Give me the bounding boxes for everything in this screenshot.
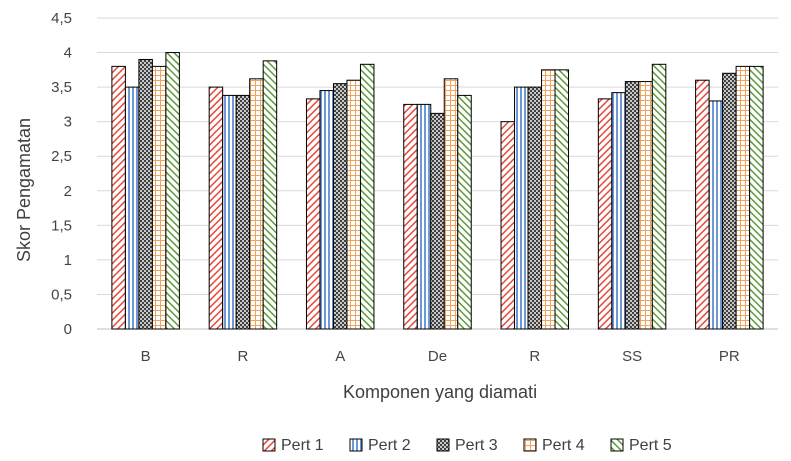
x-axis-ticks: B R A De R SS PR	[141, 348, 740, 365]
bar-pert-4-ss	[638, 81, 653, 330]
bar-pert-1-de	[403, 103, 418, 330]
bar-pert-5-de	[457, 94, 472, 330]
bar-pert-3-pr	[722, 72, 737, 330]
y-axis-title: Skor Pengamatan	[14, 118, 34, 262]
legend: Pert 1 Pert 2 Pert 3 Pert 4 Pert 5	[262, 437, 672, 454]
bar-pert-1-a	[305, 98, 321, 330]
bar-pert-5-pr	[749, 65, 764, 330]
x-tick-label: B	[141, 348, 151, 365]
legend-label: Pert 1	[281, 437, 324, 454]
bar-pert-3-b	[138, 58, 153, 330]
legend-label: Pert 2	[368, 437, 411, 454]
legend-swatch	[610, 438, 624, 452]
bar-pert-5-a	[359, 63, 375, 330]
x-tick-label: PR	[719, 348, 740, 365]
y-tick-label: 3	[64, 114, 72, 131]
bar-pert-2-b	[124, 86, 140, 330]
bar-pert-1-pr	[695, 79, 710, 330]
bar-pert-2-pr	[708, 100, 724, 330]
x-axis-title: Komponen yang diamati	[343, 382, 537, 402]
bar-pert-3-r	[527, 86, 543, 330]
y-tick-label: 1	[64, 252, 72, 269]
bar-pert-4-pr	[735, 65, 751, 330]
y-tick-label: 4,5	[51, 10, 72, 27]
legend-swatch	[436, 438, 450, 452]
bar-pert-2-r	[514, 86, 529, 330]
bar-pert-4-de	[443, 78, 459, 330]
bar-pert-4-b	[151, 65, 167, 330]
legend-swatch	[523, 438, 537, 452]
x-tick-label: R	[238, 348, 249, 365]
legend-swatch	[262, 438, 276, 452]
bar-pert-5-r	[262, 60, 278, 330]
legend-swatch	[349, 438, 363, 452]
bar-pert-5-ss	[651, 63, 667, 330]
y-tick-label: 4	[64, 45, 72, 62]
legend-label: Pert 3	[455, 437, 498, 454]
y-axis-ticks: 0 0,5 1 1,5 2 2,5 3 3,5 4 4,5	[51, 10, 72, 338]
y-tick-label: 0	[64, 321, 72, 338]
x-tick-label: De	[428, 348, 447, 365]
bar-pert-3-r	[235, 94, 251, 330]
legend-label: Pert 5	[629, 437, 672, 454]
x-tick-label: A	[335, 348, 345, 365]
bar-pert-1-b	[111, 65, 126, 330]
y-tick-label: 2	[64, 183, 72, 200]
bar-pert-2-ss	[611, 92, 626, 330]
bar-pert-4-a	[346, 79, 361, 330]
bar-pert-3-ss	[624, 81, 640, 330]
bar-pert-1-r	[500, 121, 516, 330]
y-tick-label: 1,5	[51, 217, 72, 234]
y-tick-label: 2,5	[51, 148, 72, 165]
bar-pert-3-de	[430, 112, 445, 330]
bar-pert-4-r	[541, 69, 556, 330]
bar-pert-2-de	[416, 103, 432, 330]
bar-pert-3-a	[332, 83, 348, 330]
bar-pert-5-b	[165, 52, 180, 330]
bar-pert-1-ss	[597, 98, 613, 330]
bars	[111, 52, 764, 330]
bar-pert-2-r	[222, 94, 237, 330]
bar-pert-4-r	[249, 78, 264, 330]
bar-pert-1-r	[208, 86, 224, 330]
x-tick-label: SS	[622, 348, 642, 365]
x-tick-label: R	[529, 348, 540, 365]
y-tick-label: 0,5	[51, 286, 72, 303]
bar-pert-2-a	[319, 90, 334, 330]
legend-label: Pert 4	[542, 437, 585, 454]
bar-pert-5-r	[554, 69, 570, 330]
y-tick-label: 3,5	[51, 79, 72, 96]
